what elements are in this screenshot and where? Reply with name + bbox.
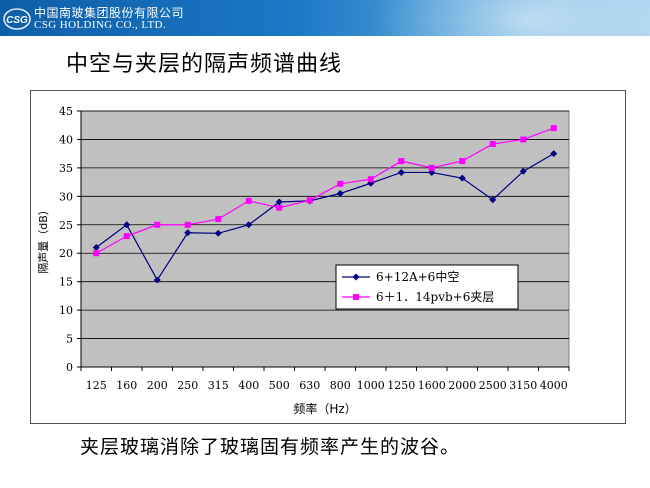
series-1-point [397,168,405,176]
series-1-point [245,221,253,229]
y-axis-label: 隔声量（dB） [36,204,50,274]
legend-label: 6＋1．14pvb+6夹层 [376,290,494,304]
x-tick-label: 1600 [418,379,446,392]
legend-marker [353,294,359,300]
x-tick-label: 200 [147,379,168,392]
x-tick-label: 630 [299,379,320,392]
x-tick-label: 1000 [357,379,385,392]
x-axis-label: 频率（Hz） [293,401,356,416]
x-tick-label: 160 [116,379,137,392]
series-2-point [550,125,557,132]
x-tick-label: 315 [208,379,229,392]
x-tick-label: 1250 [387,379,415,392]
series-1-point [550,150,558,158]
series-2-point [428,164,435,171]
series-2-point [154,221,161,228]
header-glow [370,0,650,36]
series-2-point [184,221,191,228]
x-tick-label: 500 [269,379,290,392]
series-2-point [276,204,283,211]
series-1-point [275,198,283,206]
x-tick-label: 2000 [448,379,476,392]
series-1-point [184,229,192,237]
x-tick-label: 2500 [479,379,507,392]
company-name-cn: 中国南玻集团股份有限公司 [34,6,185,20]
series-2-point [306,197,313,204]
x-tick-label: 3150 [509,379,537,392]
series-1-point [519,167,527,175]
y-tick-label: 20 [59,247,73,260]
y-tick-label: 40 [59,133,73,146]
logo-text: CSG [6,15,28,26]
chart-frame: 0 5 10 15 20 25 30 35 40 45 125 160 200 250 315 400 500 6… [30,90,626,424]
y-tick-label: 5 [66,333,73,346]
x-tick-label: 125 [86,379,107,392]
y-tick-label: 15 [59,276,73,289]
series-1-point [336,189,344,197]
y-tick-label: 0 [66,361,73,374]
chart: 0 5 10 15 20 25 30 35 40 45 125 160 200 250 315 400 500 6… [36,105,570,416]
series-2-point [123,233,130,240]
series-1-point [153,276,161,284]
series-2-point [520,136,527,143]
csg-logo: CSG [3,8,31,30]
page-title: 中空与夹层的隔声频谱曲线 [66,52,343,77]
x-tick-label: 250 [177,379,198,392]
series-2-point [93,250,100,257]
x-tick-label: 800 [330,379,351,392]
y-tick-label: 35 [59,162,73,175]
series-line-1 [95,153,555,282]
legend-label: 6+12A+6中空 [376,269,459,284]
series-2-point [337,180,344,187]
legend-marker [352,273,360,281]
series-line-2 [95,127,554,254]
series-2-point [367,176,374,183]
y-tick-label: 25 [59,219,73,232]
y-tick-label: 45 [59,105,73,118]
series-1-point [92,244,100,252]
series-1-point [123,221,131,229]
y-tick-label: 30 [59,190,73,203]
x-tick-label: 4000 [540,379,568,392]
series-2-point [459,158,466,165]
plot-area [80,110,570,368]
company-name-en: CSG HOLDING CO., LTD. [34,19,167,31]
y-tick-label: 10 [59,304,73,317]
series-2-point [489,140,496,147]
caption: 夹层玻璃消除了玻璃固有频率产生的波谷。 [80,436,461,458]
series-1-point [489,196,497,204]
series-1-point [458,174,466,182]
series-2-point [245,197,252,204]
series-1-point [214,229,222,237]
series-2-point [215,216,222,223]
legend-box [335,264,519,310]
header-band: CSG 中国南玻集团股份有限公司 CSG HOLDING CO., LTD. [0,0,650,36]
x-tick-label: 400 [238,379,259,392]
series-2-point [398,158,405,165]
